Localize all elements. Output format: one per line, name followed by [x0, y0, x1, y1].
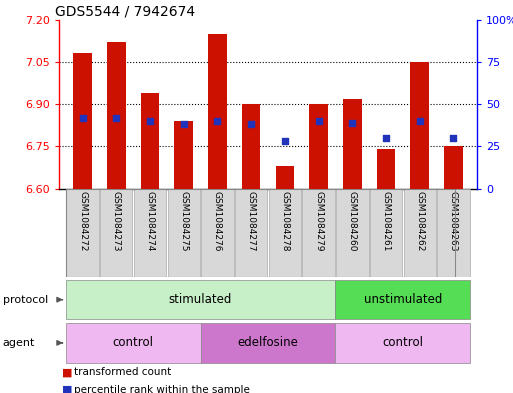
- Bar: [370, 189, 402, 277]
- Bar: [242, 104, 261, 189]
- Bar: [66, 280, 336, 320]
- Text: GSM1084263: GSM1084263: [449, 191, 458, 252]
- Bar: [336, 280, 470, 320]
- Point: [416, 118, 424, 124]
- Text: ■: ■: [62, 367, 72, 377]
- Bar: [201, 323, 336, 363]
- Text: GSM1084276: GSM1084276: [213, 191, 222, 252]
- Text: ■: ■: [62, 385, 72, 393]
- Bar: [100, 189, 132, 277]
- Point: [78, 114, 87, 121]
- Point: [180, 121, 188, 128]
- Point: [348, 119, 357, 126]
- Point: [314, 118, 323, 124]
- Text: GSM1084273: GSM1084273: [112, 191, 121, 252]
- Text: stimulated: stimulated: [169, 293, 232, 306]
- Text: unstimulated: unstimulated: [364, 293, 442, 306]
- Text: protocol: protocol: [3, 295, 48, 305]
- Text: GSM1084262: GSM1084262: [415, 191, 424, 252]
- Text: GSM1084278: GSM1084278: [281, 191, 289, 252]
- Bar: [444, 147, 463, 189]
- Bar: [134, 189, 166, 277]
- Text: GDS5544 / 7942674: GDS5544 / 7942674: [55, 4, 195, 18]
- Bar: [141, 93, 160, 189]
- Text: GSM1084279: GSM1084279: [314, 191, 323, 252]
- Bar: [66, 323, 201, 363]
- Bar: [404, 189, 436, 277]
- Bar: [269, 189, 301, 277]
- Point: [112, 114, 121, 121]
- Bar: [208, 34, 227, 189]
- Point: [382, 135, 390, 141]
- Text: GSM1084260: GSM1084260: [348, 191, 357, 252]
- Text: transformed count: transformed count: [74, 367, 172, 377]
- Text: control: control: [113, 336, 154, 349]
- Text: percentile rank within the sample: percentile rank within the sample: [74, 385, 250, 393]
- Text: edelfosine: edelfosine: [238, 336, 299, 349]
- Bar: [437, 189, 470, 277]
- Text: control: control: [382, 336, 423, 349]
- Bar: [336, 189, 368, 277]
- Bar: [410, 62, 429, 189]
- Text: GSM1084272: GSM1084272: [78, 191, 87, 252]
- Bar: [309, 104, 328, 189]
- Bar: [168, 189, 200, 277]
- Bar: [377, 149, 396, 189]
- Point: [213, 118, 222, 124]
- Point: [281, 138, 289, 145]
- Text: agent: agent: [3, 338, 35, 348]
- Text: GSM1084261: GSM1084261: [382, 191, 390, 252]
- Bar: [235, 189, 267, 277]
- Bar: [73, 53, 92, 189]
- Bar: [336, 323, 470, 363]
- Bar: [107, 42, 126, 189]
- Bar: [275, 166, 294, 189]
- Bar: [66, 189, 99, 277]
- Text: GSM1084277: GSM1084277: [247, 191, 255, 252]
- Point: [449, 135, 458, 141]
- Bar: [201, 189, 233, 277]
- Point: [247, 121, 255, 128]
- Text: GSM1084275: GSM1084275: [179, 191, 188, 252]
- Bar: [343, 99, 362, 189]
- Text: GSM1084274: GSM1084274: [146, 191, 154, 252]
- Bar: [303, 189, 335, 277]
- Bar: [174, 121, 193, 189]
- Point: [146, 118, 154, 124]
